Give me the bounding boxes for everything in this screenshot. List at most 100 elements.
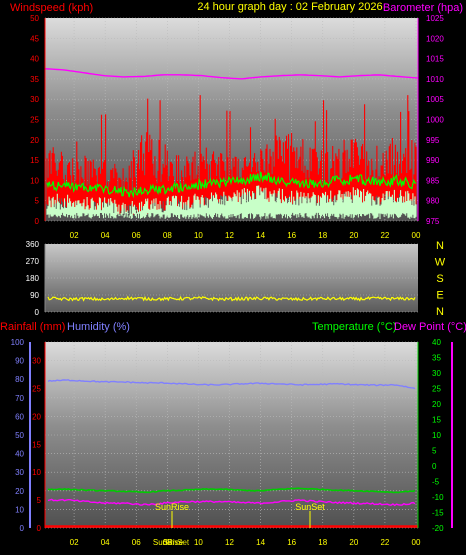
- wind-time-tick-label: 16: [287, 231, 296, 240]
- panel3-time-tick-label: 08: [163, 538, 172, 547]
- dewpoint-line: [47, 498, 416, 507]
- panel3-time-tick-label: 12: [225, 538, 234, 547]
- humidity-tick-label: 20: [15, 487, 24, 496]
- panel3-time-tick-label: 00: [412, 538, 421, 547]
- temperature-tick-label: 35: [432, 354, 441, 363]
- windspeed-tick-label: 35: [30, 75, 39, 84]
- panel3-time-tick-label: 14: [256, 538, 265, 547]
- temperature-tick-label: 40: [432, 338, 441, 347]
- wind-series: [44, 68, 419, 219]
- rain-tick-label: 5: [37, 496, 42, 505]
- humidity-axis-title: Humidity (%): [67, 321, 130, 333]
- rain-tick-label: 30: [32, 357, 41, 366]
- barometer-tick-label: 975: [426, 217, 440, 226]
- humidity-tick-label: 40: [15, 450, 24, 459]
- barometer-tick-label: 1020: [426, 34, 444, 43]
- wind-time-tick-label: 12: [225, 231, 234, 240]
- humidity-tick-label: 30: [15, 468, 24, 477]
- windspeed-tick-label: 15: [30, 156, 39, 165]
- humidity-line: [47, 379, 416, 390]
- panel3-time-tick-label: 18: [318, 538, 327, 547]
- wind-time-tick-labels: 02 04 06 08 10 12 14 16 18 20 22 00: [70, 231, 421, 240]
- panel3-series: [45, 379, 418, 528]
- wind-direction-line: [47, 295, 416, 302]
- direction-tick-label: 270: [26, 257, 40, 266]
- wind-time-tick-label: 20: [349, 231, 358, 240]
- direction-series: [47, 295, 416, 302]
- wind-lull-bars: [46, 185, 417, 219]
- humidity-tick-label: 90: [15, 357, 24, 366]
- compass-label: N: [436, 240, 444, 252]
- barometer-tick-label: 995: [426, 136, 440, 145]
- temperature-tick-label: 20: [432, 400, 441, 409]
- direction-tick-label: 180: [26, 274, 40, 283]
- windspeed-tick-label: 5: [35, 197, 40, 206]
- barometer-tick-label: 1025: [426, 14, 444, 23]
- dewpoint-axis-title: Dew Point (°C): [394, 321, 466, 333]
- compass-label: S: [436, 273, 443, 285]
- humidity-tick-label: 50: [15, 431, 24, 440]
- temperature-tick-label: -5: [432, 478, 440, 487]
- compass-label: E: [436, 290, 443, 302]
- panel3-time-tick-label: 20: [349, 538, 358, 547]
- wind-time-tick-label: 14: [256, 231, 265, 240]
- direction-tick-label: 90: [30, 291, 39, 300]
- panel3-time-tick-label: 04: [101, 538, 110, 547]
- wind-average-line: [46, 171, 417, 199]
- humidity-tick-label: 0: [20, 524, 25, 533]
- temperature-tick-label: 10: [432, 431, 441, 440]
- panel3-grid: [45, 341, 418, 529]
- panel3-time-tick-label: 02: [70, 538, 79, 547]
- windspeed-tick-label: 50: [30, 14, 39, 23]
- panel3-time-tick-label: 06: [132, 538, 141, 547]
- temperature-tick-label: 5: [432, 447, 437, 456]
- temperature-tick-label: 30: [432, 369, 441, 378]
- windspeed-tick-label: 30: [30, 95, 39, 104]
- wind-time-tick-label: 06: [132, 231, 141, 240]
- rain-tick-label: 25: [32, 385, 41, 394]
- graph-title: 24 hour graph day : 02 February 2026: [197, 1, 382, 13]
- barometer-axis-title: Barometer (hpa): [383, 2, 463, 14]
- barometer-tick-label: 985: [426, 176, 440, 185]
- windspeed-tick-label: 20: [30, 136, 39, 145]
- wind-time-tick-label: 02: [70, 231, 79, 240]
- panel3-time-tick-label: 10: [194, 538, 203, 547]
- panel3-time-tick-labels: 02 04 06 08 10 12 14 16 18 20 22 00: [70, 538, 421, 547]
- temperature-tick-label: 15: [432, 416, 441, 425]
- humidity-tick-label: 100: [11, 338, 25, 347]
- wind-time-tick-label: 08: [163, 231, 172, 240]
- humidity-tick-label: 70: [15, 394, 24, 403]
- temperature-tick-label: -20: [432, 524, 444, 533]
- temperature-tick-label: -15: [432, 509, 444, 518]
- rain-tick-label: 20: [32, 412, 41, 421]
- windspeed-tick-label: 45: [30, 34, 39, 43]
- windspeed-tick-labels: 0 5 10 15 20 25 30 35 40 45 50: [30, 14, 39, 226]
- direction-tick-label: 360: [26, 240, 40, 249]
- compass-label: W: [435, 257, 446, 269]
- humidity-tick-label: 80: [15, 375, 24, 384]
- temperature-tick-label: 0: [432, 462, 437, 471]
- barometer-tick-label: 1010: [426, 75, 444, 84]
- windspeed-tick-label: 25: [30, 116, 39, 125]
- compass-label: N: [436, 306, 444, 318]
- sunset-label: SunSet: [295, 502, 325, 512]
- barometer-tick-label: 990: [426, 156, 440, 165]
- rain-tick-label: 10: [32, 468, 41, 477]
- rain-tick-label: 0: [37, 524, 42, 533]
- sunrise-bottom-label: SunRise: [153, 538, 184, 547]
- direction-tick-labels: 360 270 180 90 0: [26, 240, 40, 317]
- barometer-line: [44, 68, 419, 80]
- barometer-tick-label: 980: [426, 197, 440, 206]
- temperature-tick-labels: 40 35 30 25 20 15 10 5 0 -5 -10 -15 -20: [432, 338, 444, 533]
- wind-time-tick-label: 22: [380, 231, 389, 240]
- windspeed-tick-label: 40: [30, 55, 39, 64]
- windspeed-axis-title: Windspeed (kph): [10, 2, 93, 14]
- temperature-tick-label: -10: [432, 493, 444, 502]
- panel3-time-tick-label: 16: [287, 538, 296, 547]
- rain-humidity-temperature-panel: 0 10 20 30 40 5 06 0 70 80 90 100 0 5 10 15 20 25 30 40 35…: [11, 338, 453, 547]
- temperature-tick-label: 25: [432, 385, 441, 394]
